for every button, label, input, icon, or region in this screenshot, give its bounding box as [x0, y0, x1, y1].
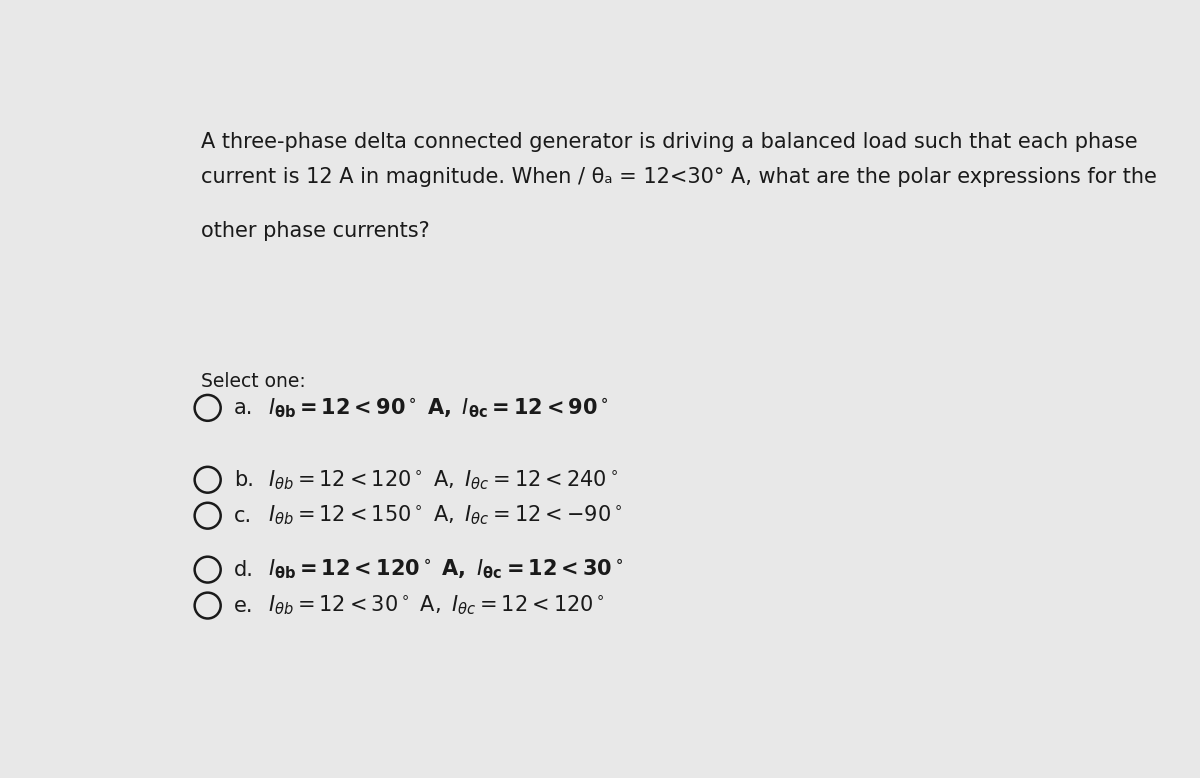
Text: $\mathit{I}_{\theta b} = 12{<}150^\circ\ \mathrm{A},\ \mathit{I}_{\theta c} = 12: $\mathit{I}_{\theta b} = 12{<}150^\circ\… — [268, 504, 623, 527]
Text: current is 12 A in magnitude. When / θₐ = 12<30° A, what are the polar expressio: current is 12 A in magnitude. When / θₐ … — [202, 167, 1157, 187]
Text: a.: a. — [234, 398, 253, 418]
Text: $\mathbf{\mathit{I}_{\theta b} = 12{<}120^\circ\ A,\ \mathit{I}_{\theta c} = 12{: $\mathbf{\mathit{I}_{\theta b} = 12{<}12… — [268, 558, 624, 581]
Text: Select one:: Select one: — [202, 372, 306, 391]
Text: e.: e. — [234, 595, 253, 615]
Text: other phase currents?: other phase currents? — [202, 221, 430, 241]
Text: $\mathit{I}_{\theta b} = 12{<}30^\circ\ \mathrm{A},\ \mathit{I}_{\theta c} = 12{: $\mathit{I}_{\theta b} = 12{<}30^\circ\ … — [268, 594, 605, 618]
Text: A three-phase delta connected generator is driving a balanced load such that eac: A three-phase delta connected generator … — [202, 132, 1138, 152]
Text: $\mathit{I}_{\theta b} = 12{<}120^\circ\ \mathrm{A},\ \mathit{I}_{\theta c} = 12: $\mathit{I}_{\theta b} = 12{<}120^\circ\… — [268, 468, 618, 492]
Text: b.: b. — [234, 470, 253, 490]
Text: c.: c. — [234, 506, 252, 526]
Text: $\mathbf{\mathit{I}_{\theta b} = 12{<}90^\circ\ A,\ \mathit{I}_{\theta c} = 12{<: $\mathbf{\mathit{I}_{\theta b} = 12{<}90… — [268, 396, 608, 419]
Text: d.: d. — [234, 559, 253, 580]
